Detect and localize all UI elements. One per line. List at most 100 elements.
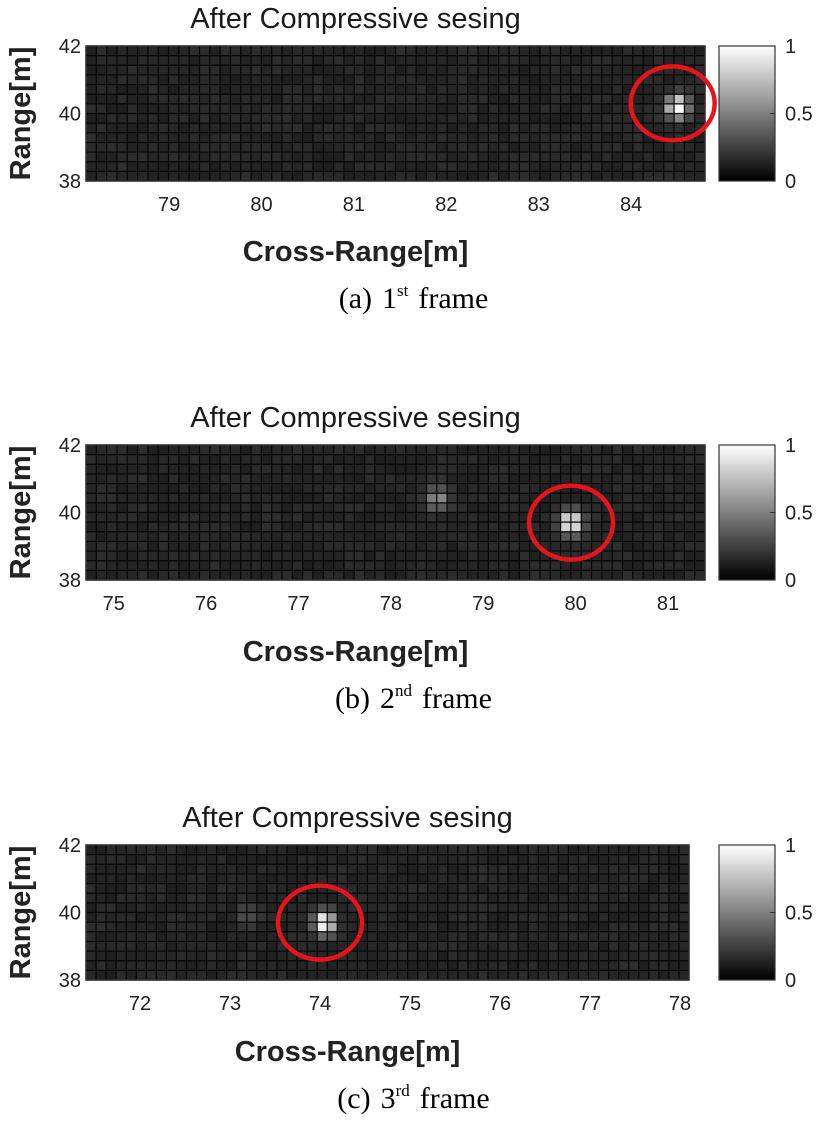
heatmap-cell: [529, 74, 541, 85]
heatmap-cell: [168, 65, 180, 76]
heatmap-cell: [312, 46, 324, 56]
heatmap-cell: [377, 854, 388, 865]
heatmap-cell: [236, 931, 248, 942]
heatmap-cell: [581, 493, 592, 504]
heatmap-cell: [437, 845, 449, 855]
heatmap-cell: [447, 152, 458, 163]
heatmap-cell: [116, 94, 128, 105]
heatmap-cell: [226, 854, 238, 865]
heatmap-cell: [457, 931, 469, 942]
heatmap-cell: [488, 171, 499, 181]
heatmap-cell: [467, 931, 479, 942]
heatmap-cell: [199, 46, 211, 56]
heatmap-cell: [457, 570, 469, 580]
heatmap-cell: [558, 893, 569, 904]
heatmap-cell: [395, 132, 407, 143]
heatmap-cell: [347, 960, 358, 971]
caption-number: 3: [380, 1082, 396, 1115]
heatmap-cell: [317, 960, 328, 971]
heatmap-cell: [206, 931, 217, 942]
heatmap-cell: [166, 845, 177, 855]
heatmap-cell: [246, 873, 258, 884]
heatmap-cell: [374, 570, 386, 580]
heatmap-cell: [457, 551, 469, 562]
heatmap-cell: [137, 142, 149, 153]
heatmap-cell: [519, 512, 530, 523]
heatmap-cell: [436, 103, 448, 114]
heatmap-cell: [548, 941, 559, 952]
heatmap-cell: [251, 171, 262, 181]
heatmap-cell: [632, 142, 644, 153]
heatmap-cell: [588, 883, 599, 894]
heatmap-cell: [86, 512, 97, 523]
heatmap-cell: [367, 931, 378, 942]
heatmap-cell: [560, 551, 572, 562]
heatmap-cell: [416, 541, 427, 552]
heatmap-cell: [343, 94, 355, 105]
heatmap-cell: [354, 65, 365, 76]
heatmap-cell: [333, 493, 345, 504]
heatmap-cell: [416, 483, 427, 494]
heatmap-cell: [106, 931, 117, 942]
heatmap-cell: [276, 893, 288, 904]
heatmap-cell: [397, 845, 408, 855]
heatmap-cell: [364, 152, 376, 163]
heatmap-cell: [684, 171, 695, 181]
heatmap-cell: [684, 531, 695, 542]
heatmap-cell: [189, 473, 200, 484]
heatmap-cell: [220, 142, 231, 153]
heatmap-cell: [302, 522, 314, 533]
heatmap-cell: [457, 464, 469, 475]
heatmap-cell: [333, 454, 345, 465]
heatmap-cell: [189, 132, 200, 143]
heatmap-cell: [86, 152, 97, 163]
heatmap-cell: [302, 74, 314, 85]
heatmap-cell: [364, 473, 376, 484]
heatmap-cell: [96, 473, 107, 484]
heatmap-cell: [240, 74, 252, 85]
heatmap-cell: [176, 912, 187, 923]
heatmap-cell: [570, 142, 582, 153]
heatmap-cell: [488, 512, 499, 523]
heatmap-cell: [96, 94, 107, 105]
heatmap-cell: [539, 512, 551, 523]
heatmap-cell: [271, 152, 283, 163]
heatmap-cell: [343, 551, 355, 562]
heatmap-cell: [560, 560, 572, 571]
heatmap-cell: [256, 854, 268, 865]
heatmap-cell: [176, 902, 187, 913]
heatmap-cell: [317, 864, 328, 875]
heatmap-cell: [612, 570, 623, 580]
heatmap-cell: [166, 873, 177, 884]
heatmap-cell: [550, 445, 561, 455]
heatmap-cell: [199, 94, 211, 105]
heatmap-cell: [694, 132, 705, 143]
heatmap-cell: [147, 483, 159, 494]
heatmap-cell: [395, 551, 407, 562]
heatmap-cell: [96, 941, 107, 952]
heatmap-cell: [539, 142, 551, 153]
heatmap-cell: [395, 512, 407, 523]
heatmap-cell: [127, 113, 138, 124]
heatmap-cell: [417, 854, 428, 865]
heatmap-cell: [591, 65, 603, 76]
heatmap-cell: [96, 864, 107, 875]
heatmap-cell: [674, 560, 685, 571]
heatmap-cell: [323, 493, 334, 504]
heatmap-cell: [261, 132, 272, 143]
heatmap-cell: [276, 845, 288, 855]
heatmap-cell: [570, 74, 582, 85]
heatmap-cell: [467, 922, 479, 933]
heatmap-cell: [158, 113, 169, 124]
heatmap-cell: [674, 113, 685, 124]
heatmap-cell: [653, 531, 665, 542]
heatmap-cell: [539, 464, 551, 475]
heatmap-cell: [632, 152, 644, 163]
heatmap-cell: [498, 473, 510, 484]
heatmap-cell: [186, 902, 197, 913]
heatmap-cell: [317, 912, 328, 923]
heatmap-cell: [261, 483, 272, 494]
caption-word: frame: [418, 282, 489, 315]
heatmap-cell: [612, 74, 623, 85]
heatmap-cell: [246, 902, 258, 913]
